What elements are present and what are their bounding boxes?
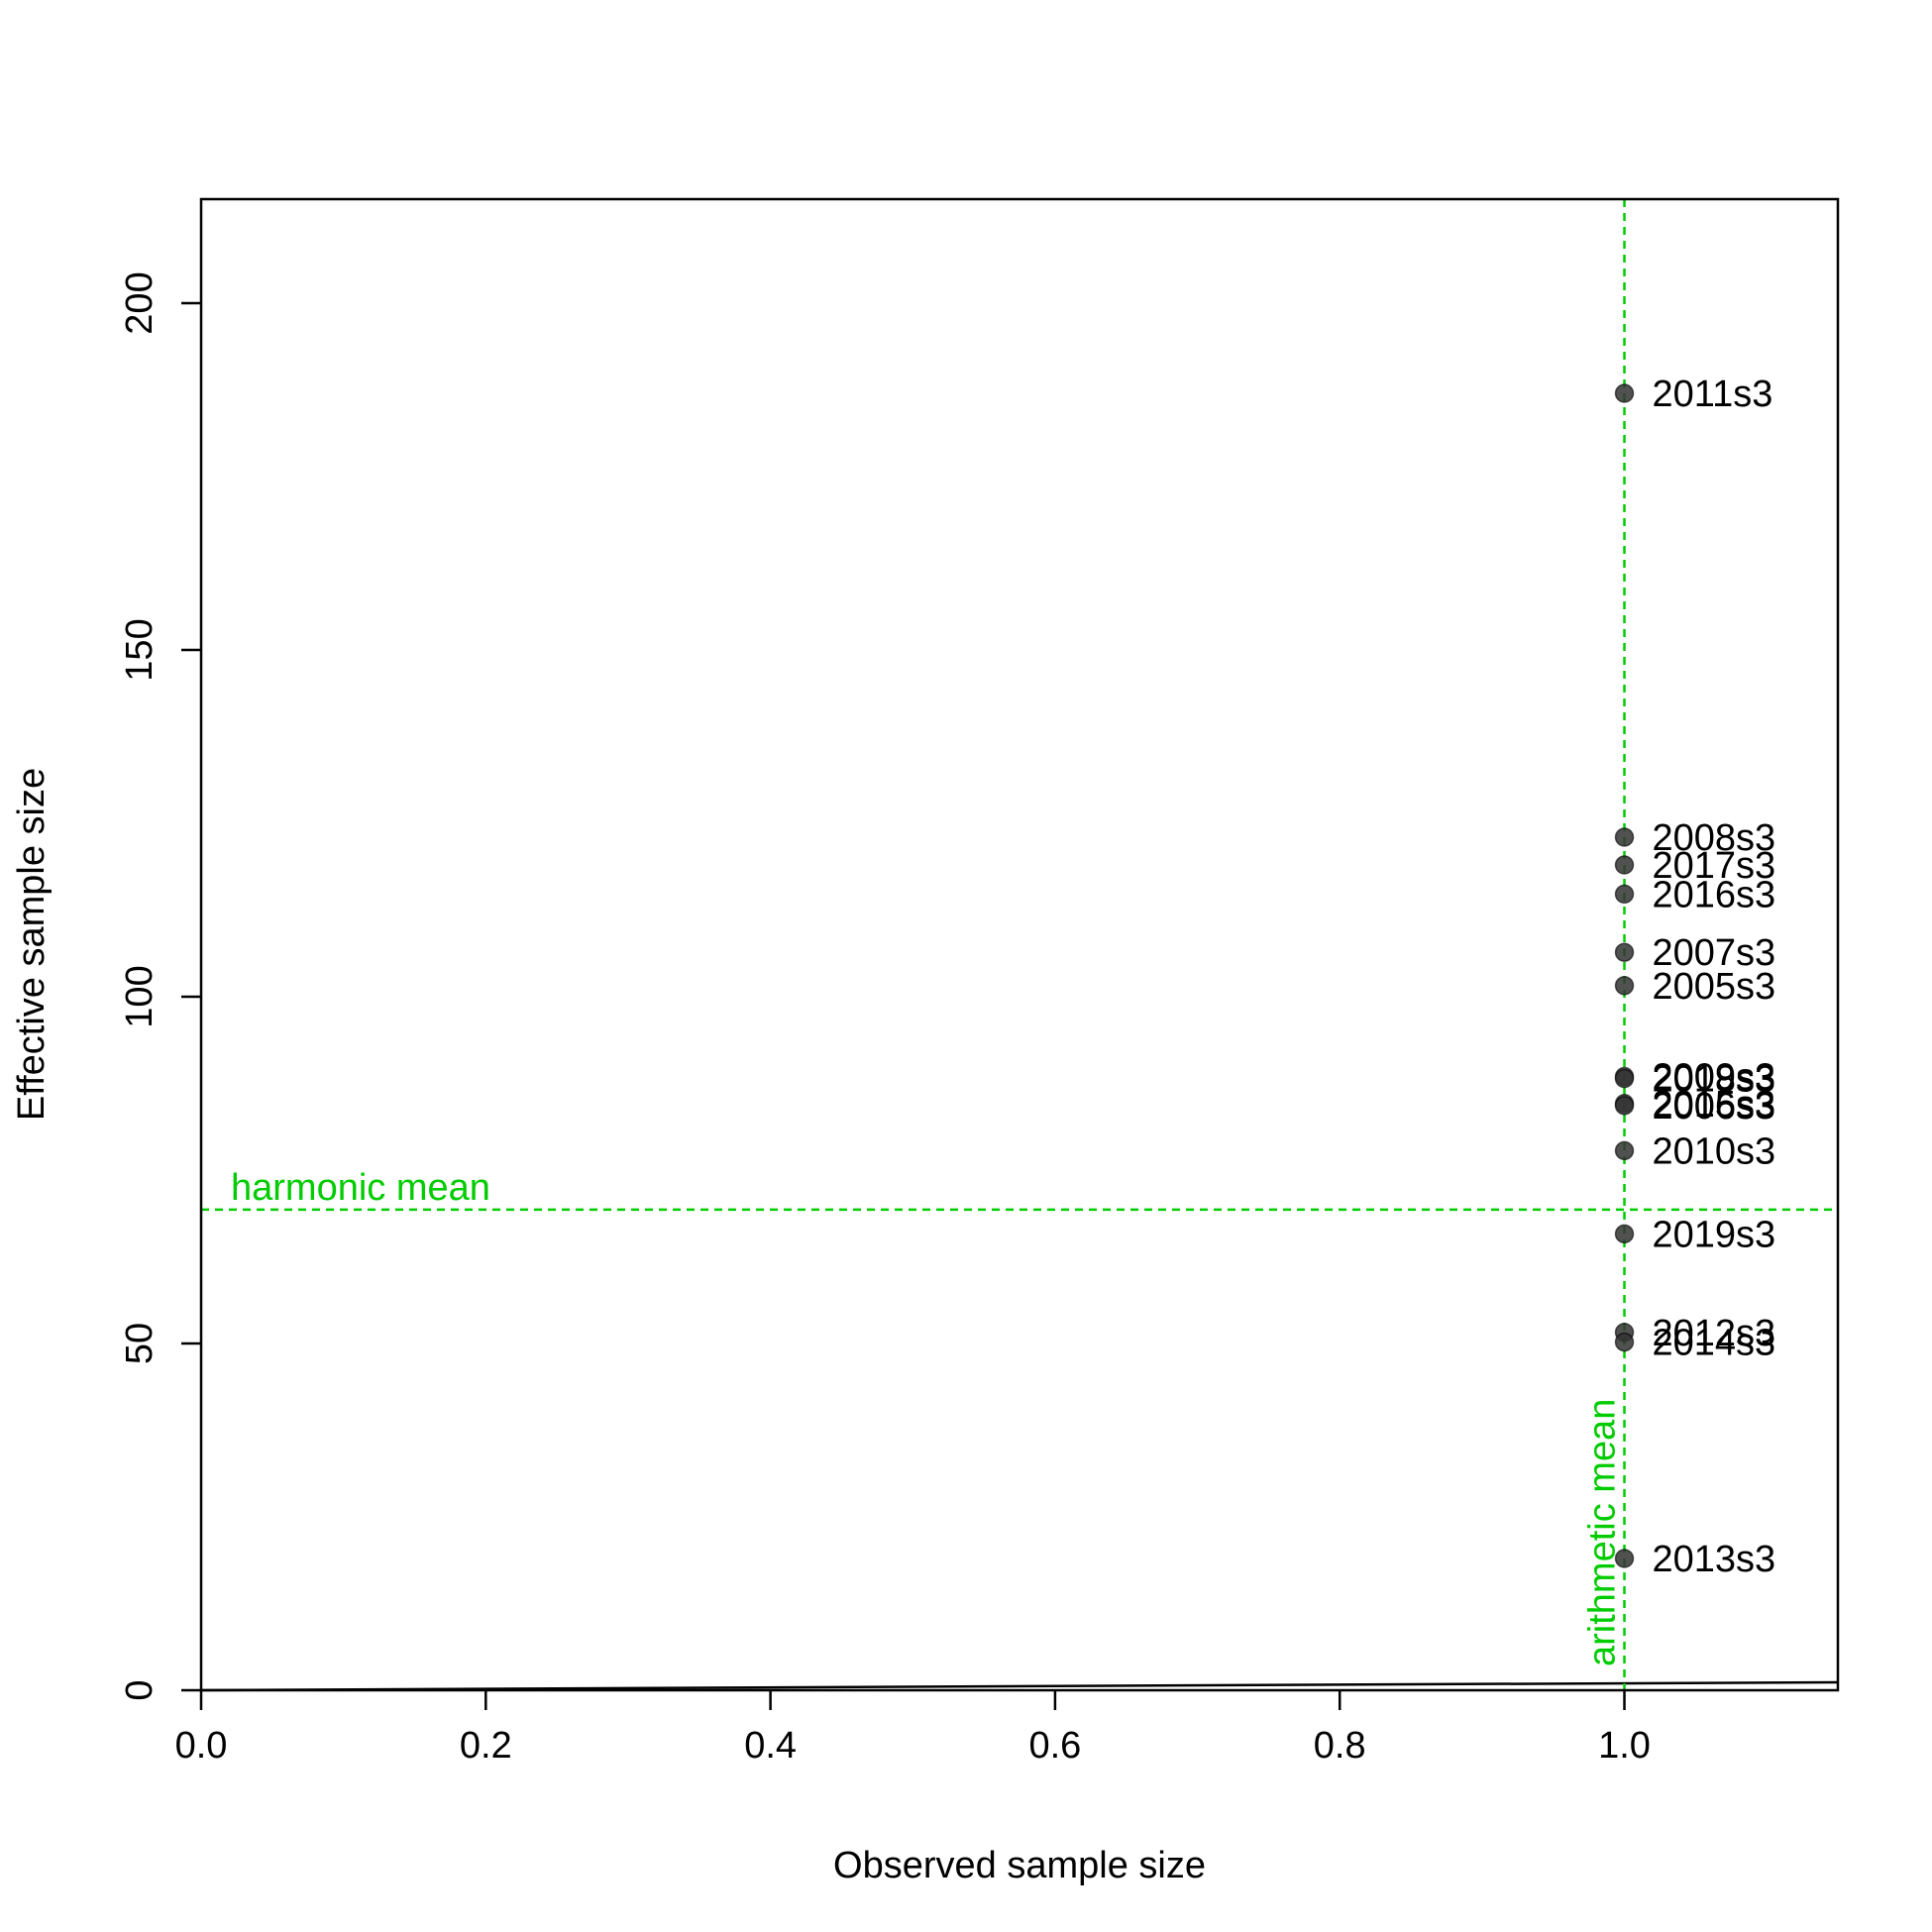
point-label: 2009s3 [1653, 1057, 1776, 1099]
y-tick-label: 0 [119, 1679, 161, 1700]
y-tick-label: 150 [119, 618, 161, 681]
arithmetic-mean-label: arithmetic mean [1582, 1399, 1624, 1666]
y-axis-title: Effective sample size [11, 768, 53, 1121]
point-label: 2005s3 [1653, 966, 1776, 1008]
data-point [1614, 884, 1635, 905]
data-point [1614, 976, 1635, 996]
data-point [1614, 827, 1635, 847]
data-point [1614, 1140, 1635, 1161]
y-tick-label: 50 [119, 1323, 161, 1364]
point-label: 2018s3 [1653, 1059, 1776, 1101]
harmonic-mean-label: harmonic mean [231, 1167, 490, 1209]
data-point [1614, 855, 1635, 875]
point-label: 2016s3 [1653, 874, 1776, 915]
x-tick-label: 1.0 [1598, 1725, 1651, 1767]
data-point [1614, 1332, 1635, 1352]
data-point [1614, 1224, 1635, 1244]
identity-line [200, 1680, 1839, 1692]
data-point [1614, 1549, 1635, 1568]
point-label: 2012s3 [1653, 1313, 1776, 1354]
x-tick-label: 0.4 [744, 1725, 797, 1767]
point-label: 2015s3 [1653, 1084, 1776, 1126]
y-tick-label: 100 [119, 965, 161, 1027]
point-label: 2014s3 [1653, 1323, 1776, 1364]
point-label: 2019s3 [1653, 1214, 1776, 1255]
point-label: 2017s3 [1653, 845, 1776, 887]
x-tick-label: 0.0 [175, 1725, 228, 1767]
data-point [1614, 942, 1635, 962]
x-tick-label: 0.8 [1314, 1725, 1366, 1767]
y-tick-label: 200 [119, 271, 161, 334]
plot-frame [199, 197, 1840, 1692]
data-point [1614, 1096, 1635, 1116]
point-label: 2006s3 [1653, 1086, 1776, 1127]
x-tick-label: 0.6 [1028, 1725, 1081, 1767]
point-label: 2008s3 [1653, 817, 1776, 859]
point-label: 2007s3 [1653, 932, 1776, 974]
x-tick-label: 0.2 [460, 1725, 512, 1767]
data-point [1614, 1068, 1635, 1089]
point-label: 2010s3 [1653, 1130, 1776, 1172]
point-label: 2011s3 [1653, 374, 1773, 415]
point-label: 2013s3 [1653, 1539, 1776, 1580]
data-point [1614, 383, 1635, 403]
x-axis-title: Observed sample size [833, 1845, 1206, 1886]
